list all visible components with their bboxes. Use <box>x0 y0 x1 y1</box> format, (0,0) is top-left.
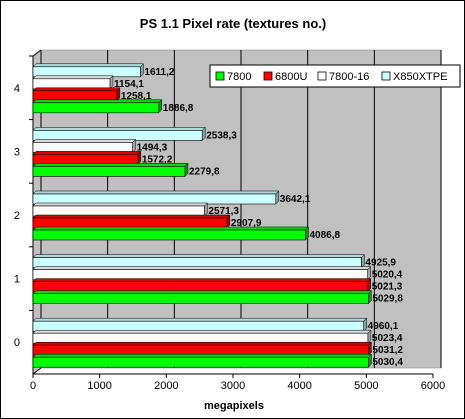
bar-top-face <box>32 139 137 143</box>
bar-top-face <box>32 254 365 258</box>
data-label: 5030,4 <box>372 357 403 368</box>
bar-top-face <box>32 190 280 195</box>
legend-label: X850XTPE <box>393 71 447 83</box>
data-label: 5021,3 <box>372 282 403 293</box>
bar-top-face <box>32 226 310 231</box>
bar-top-face <box>32 317 368 322</box>
bar <box>32 166 186 177</box>
legend-label: 6800U <box>275 71 307 83</box>
data-label: 4086,8 <box>309 230 340 241</box>
data-label: 2279,8 <box>189 166 220 177</box>
bar <box>32 217 228 229</box>
data-label: 2571,3 <box>208 206 239 217</box>
data-label: 1611,2 <box>144 67 174 78</box>
bar <box>32 102 160 114</box>
bar <box>32 320 364 332</box>
legend-swatch <box>263 71 273 81</box>
bar <box>32 229 306 241</box>
x-axis-label: megapixels <box>204 400 264 412</box>
data-label: 1154,1 <box>114 79 144 90</box>
bar <box>32 193 277 205</box>
legend-label: 7800-16 <box>329 71 369 83</box>
x-tick-label: 0 <box>30 380 36 392</box>
bar <box>32 78 111 90</box>
bar-top-face <box>32 151 142 155</box>
data-label: 5029,8 <box>372 294 403 305</box>
data-label: 1572,2 <box>142 154 173 165</box>
data-label: 2907,9 <box>231 218 262 229</box>
bar <box>32 293 369 304</box>
bar <box>32 205 205 217</box>
legend-label: 7800 <box>227 71 251 83</box>
bar-top-face <box>32 290 372 294</box>
bar <box>32 90 118 102</box>
bar <box>32 142 133 153</box>
y-tick-label: 4 <box>14 83 20 95</box>
data-label: 5031,2 <box>372 345 403 356</box>
bar-top-face <box>32 87 121 92</box>
bar-top-face <box>32 202 209 207</box>
legend-swatch <box>215 71 225 81</box>
legend-swatch <box>381 71 391 81</box>
axis-depth-line <box>32 49 42 57</box>
y-tick-label: 0 <box>14 337 20 349</box>
bar-top-face <box>32 127 206 131</box>
data-label: 5023,4 <box>372 333 403 344</box>
data-label: 2538,3 <box>206 130 237 141</box>
bar-top-face <box>32 99 163 104</box>
bar-top-face <box>32 341 373 346</box>
y-tick-label: 1 <box>14 274 20 286</box>
bar-top-face <box>32 75 114 80</box>
data-label: 4960,1 <box>368 321 399 332</box>
bar <box>32 154 139 165</box>
bar-top-face <box>32 329 372 334</box>
data-label: 1494,3 <box>137 142 168 153</box>
data-label: 1258,1 <box>121 91 152 102</box>
data-label: 3642,1 <box>280 194 311 205</box>
bar <box>32 66 141 78</box>
bar <box>32 269 368 280</box>
x-tick-label: 5000 <box>354 380 378 392</box>
bar <box>32 356 369 368</box>
x-tick-label: 2000 <box>154 380 178 392</box>
bar-top-face <box>32 63 145 68</box>
x-tick-label: 3000 <box>221 380 245 392</box>
bar <box>32 344 369 356</box>
legend <box>209 64 461 88</box>
bar-top-face <box>32 163 189 167</box>
bar <box>32 332 369 344</box>
data-label: 1886,8 <box>163 103 194 114</box>
x-tick-label: 4000 <box>287 380 311 392</box>
y-tick-label: 2 <box>14 210 20 222</box>
x-tick-label: 1000 <box>87 380 111 392</box>
chart-title: PS 1.1 Pixel rate (textures no.) <box>140 16 326 31</box>
legend-swatch <box>317 71 327 81</box>
bar <box>32 130 203 141</box>
bar <box>32 281 369 292</box>
bar-top-face <box>32 353 372 358</box>
bar-top-face <box>32 214 231 219</box>
y-tick-label: 3 <box>14 146 20 158</box>
bar <box>32 257 362 268</box>
bar-top-face <box>32 278 372 282</box>
data-label: 5020,4 <box>372 270 403 281</box>
x-tick-label: 6000 <box>421 380 445 392</box>
bar-top-face <box>32 266 372 270</box>
axis-depth-line <box>32 367 42 375</box>
data-label: 4925,9 <box>365 258 396 269</box>
